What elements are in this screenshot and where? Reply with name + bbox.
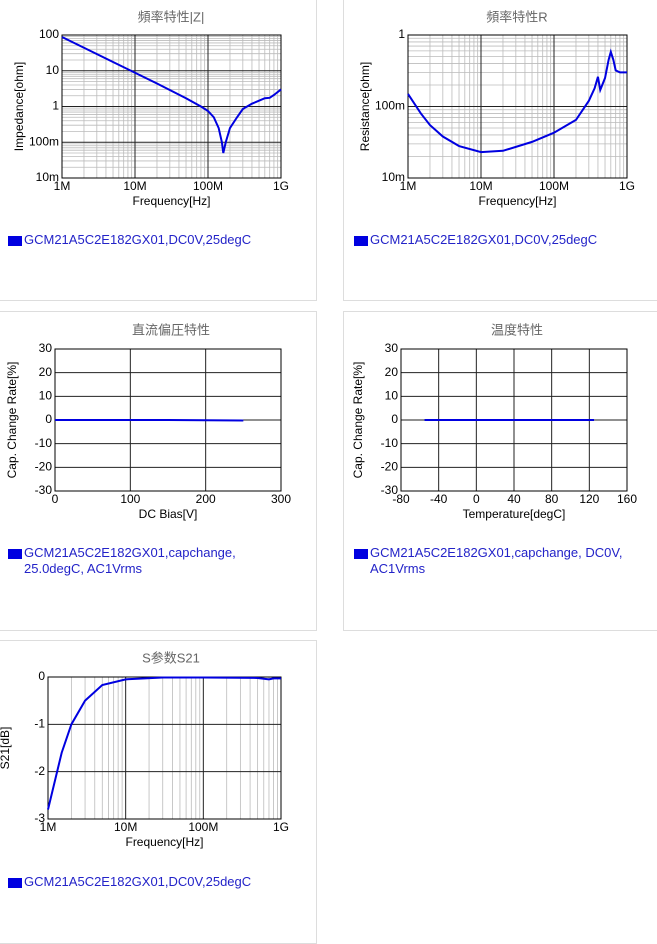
x-axis-label: Frequency[Hz] <box>125 835 203 849</box>
legend-swatch <box>8 549 22 559</box>
x-tick-label: 120 <box>579 492 599 506</box>
y-tick-label: 1 <box>398 27 405 41</box>
x-tick-label: 300 <box>271 492 291 506</box>
x-tick-label: -40 <box>430 492 448 506</box>
legend-label: GCM21A5C2E182GX01,DC0V,25degC <box>370 232 597 247</box>
y-tick-label: 10 <box>385 389 399 403</box>
y-tick-label: 10 <box>39 389 53 403</box>
y-tick-label: -2 <box>34 764 45 778</box>
legend-label: GCM21A5C2E182GX01,DC0V,25degC <box>24 232 251 247</box>
y-tick-label: 10m <box>382 170 405 184</box>
x-tick-label: 0 <box>473 492 480 506</box>
y-axis-label: Resistance[ohm] <box>358 62 372 151</box>
chart-title: 温度特性 <box>491 322 543 337</box>
legend-entry: GCM21A5C2E182GX01,capchange, DC0V, AC1Vr… <box>354 545 655 577</box>
legend-swatch <box>8 878 22 888</box>
chart-title: 直流偏圧特性 <box>132 322 210 337</box>
y-tick-label: -3 <box>34 811 45 825</box>
x-tick-label: 100 <box>120 492 140 506</box>
x-tick-label: 1G <box>619 179 635 193</box>
x-tick-label: 200 <box>196 492 216 506</box>
y-tick-label: -20 <box>35 460 53 474</box>
legend-label: GCM21A5C2E182GX01,capchange, 25.0degC, A… <box>24 545 236 576</box>
y-tick-label: 100 <box>39 27 59 41</box>
legend-entry: GCM21A5C2E182GX01,DC0V,25degC <box>8 232 324 248</box>
y-tick-label: -10 <box>381 436 399 450</box>
legend-swatch <box>8 236 22 246</box>
y-tick-label: 0 <box>38 669 45 683</box>
y-axis-label: Cap. Change Rate[%] <box>5 362 19 479</box>
x-tick-label: 80 <box>545 492 559 506</box>
x-tick-label: 10M <box>114 820 137 834</box>
y-tick-label: 20 <box>385 365 399 379</box>
y-tick-label: 10m <box>36 170 59 184</box>
legend-entry: GCM21A5C2E182GX01,DC0V,25degC <box>354 232 657 248</box>
x-tick-label: 1G <box>273 179 289 193</box>
x-tick-label: 10M <box>469 179 492 193</box>
x-axis-label: Frequency[Hz] <box>132 194 210 208</box>
legend-label: GCM21A5C2E182GX01,DC0V,25degC <box>24 874 251 889</box>
x-tick-label: 100M <box>193 179 223 193</box>
y-tick-label: 30 <box>385 341 399 355</box>
y-tick-label: -30 <box>381 483 399 497</box>
x-axis-label: Frequency[Hz] <box>478 194 556 208</box>
y-axis-label: Impedance[ohm] <box>12 62 26 151</box>
y-tick-label: 30 <box>39 341 53 355</box>
legend-swatch <box>354 236 368 246</box>
legend-entry: GCM21A5C2E182GX01,DC0V,25degC <box>8 874 324 890</box>
x-axis-label: Temperature[degC] <box>463 507 566 521</box>
y-axis-label: Cap. Change Rate[%] <box>351 362 365 479</box>
y-tick-label: 100m <box>375 99 405 113</box>
legend-label: GCM21A5C2E182GX01,capchange, DC0V, AC1Vr… <box>370 545 622 576</box>
legend-swatch <box>354 549 368 559</box>
chart-title: 頻率特性R <box>486 9 547 24</box>
chart-title: 頻率特性|Z| <box>138 9 205 24</box>
chart-title: S参数S21 <box>142 650 200 665</box>
y-tick-label: -20 <box>381 460 399 474</box>
y-tick-label: 20 <box>39 365 53 379</box>
plot-area <box>48 677 281 819</box>
y-tick-label: 0 <box>45 412 52 426</box>
y-tick-label: -10 <box>35 436 53 450</box>
x-tick-label: 10M <box>123 179 146 193</box>
x-tick-label: 100M <box>539 179 569 193</box>
x-tick-label: 160 <box>617 492 637 506</box>
x-tick-label: 100M <box>188 820 218 834</box>
y-tick-label: 0 <box>391 412 398 426</box>
y-tick-label: -1 <box>34 717 45 731</box>
y-tick-label: 1 <box>52 99 59 113</box>
x-tick-label: 1G <box>273 820 289 834</box>
legend-entry: GCM21A5C2E182GX01,capchange, 25.0degC, A… <box>8 545 279 577</box>
x-tick-label: 0 <box>52 492 59 506</box>
y-tick-label: 10 <box>46 63 60 77</box>
y-tick-label: -30 <box>35 483 53 497</box>
x-axis-label: DC Bias[V] <box>139 507 198 521</box>
y-tick-label: 100m <box>29 134 59 148</box>
x-tick-label: 40 <box>507 492 521 506</box>
y-axis-label: S21[dB] <box>0 727 12 770</box>
